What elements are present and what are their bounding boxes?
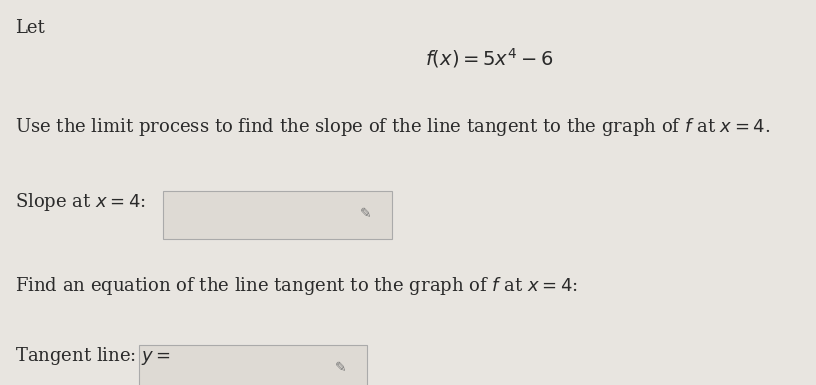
Text: Tangent line: $y =$: Tangent line: $y =$: [15, 345, 171, 367]
Text: $f(x) = 5x^4 - 6$: $f(x) = 5x^4 - 6$: [425, 46, 554, 70]
Text: ✎: ✎: [360, 208, 371, 222]
Text: Let: Let: [15, 19, 44, 37]
Text: ✎: ✎: [335, 362, 347, 376]
Text: Use the limit process to find the slope of the line tangent to the graph of $f$ : Use the limit process to find the slope …: [15, 116, 770, 137]
FancyBboxPatch shape: [139, 345, 367, 385]
FancyBboxPatch shape: [163, 191, 392, 239]
Text: Slope at $x = 4$:: Slope at $x = 4$:: [15, 191, 145, 213]
Text: Find an equation of the line tangent to the graph of $f$ at $x = 4$:: Find an equation of the line tangent to …: [15, 275, 578, 297]
